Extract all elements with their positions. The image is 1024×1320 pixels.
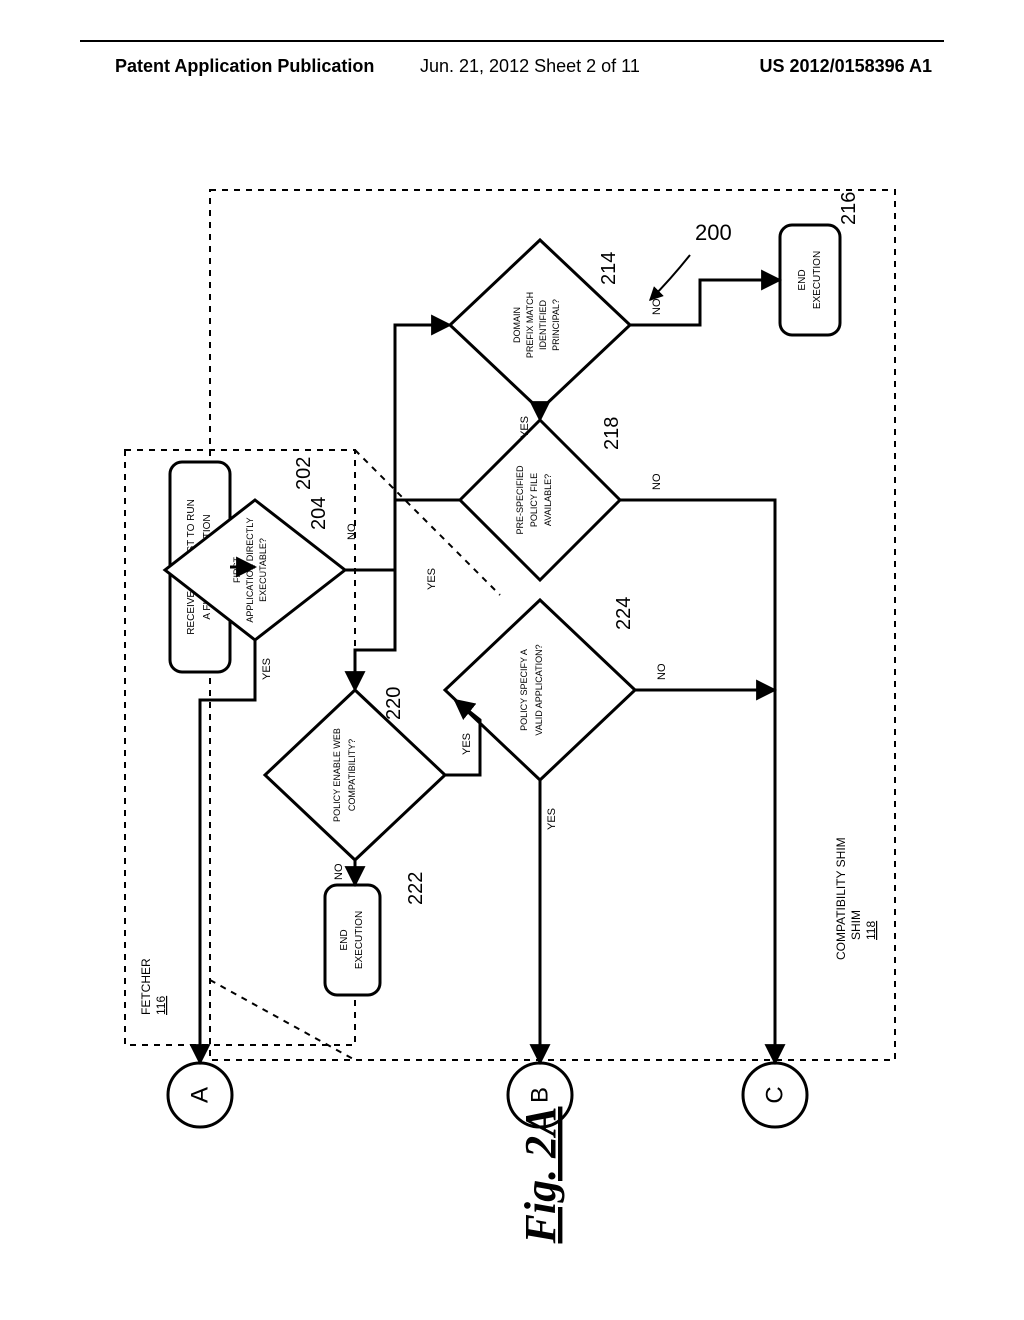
connector-B-label: B	[527, 1087, 554, 1103]
node-220-ref: 220	[383, 687, 405, 720]
node-216-ref: 216	[838, 192, 860, 225]
node-214-ref: 214	[598, 252, 620, 285]
node-204-l3: EXECUTABLE?	[258, 538, 268, 602]
fetcher-label: FETCHER	[139, 958, 153, 1015]
edge-224-B-label: YES	[546, 808, 558, 830]
edge-214-216-label: NO	[651, 298, 663, 315]
node-220: POLICY ENABLE WEB COMPATIBILITY? 220	[265, 687, 445, 860]
node-204-l1: FIRST	[232, 556, 242, 583]
node-216: END EXECUTION 216	[780, 192, 860, 335]
figure-title: Fig. 2A	[516, 1107, 565, 1245]
node-202-ref: 202	[293, 457, 315, 490]
edge-220-224-label: YES	[461, 733, 473, 755]
node-218-ref: 218	[601, 417, 623, 450]
node-214-l1: DOMAIN	[512, 307, 522, 343]
node-222-l2: EXECUTION	[354, 911, 365, 969]
edge-218-C-label: NO	[651, 473, 663, 490]
node-204-ref: 204	[308, 497, 330, 530]
edge-220-222-label: NO	[333, 863, 345, 880]
node-218-l2: POLICY FILE	[529, 473, 539, 527]
node-214: DOMAIN PREFIX MATCH IDENTIFIED PRINCIPAL…	[450, 240, 630, 410]
edge-218-220	[355, 500, 460, 690]
compat-ref: 118	[864, 921, 878, 940]
edge-224-C-label: NO	[656, 663, 668, 680]
node-224-l1: POLICY SPECIFY A	[519, 649, 529, 731]
node-220-l2: COMPATIBILITY?	[347, 739, 357, 811]
node-224-l2: VALID APPLICATION?	[534, 644, 544, 735]
connector-C: C	[743, 1063, 807, 1127]
node-214-l3: IDENTIFIED	[538, 300, 548, 351]
connector-C-label: C	[762, 1086, 789, 1103]
node-222: END EXECUTION 222	[325, 872, 427, 995]
compat-label: COMPATIBILITY SHIM	[834, 837, 848, 960]
edge-218-C	[620, 500, 775, 1063]
edge-214-218-label: YES	[519, 416, 531, 438]
edge-218-220-label: YES	[426, 568, 438, 590]
ref-200: 200	[695, 220, 732, 245]
figure-svg: 200 RECEIVE REQUEST TO RUN A FIRST APPLI…	[0, 0, 1024, 1320]
node-216-l2: EXECUTION	[812, 251, 823, 309]
edge-204-A-label: YES	[261, 658, 273, 680]
edge-204-214-label: NO	[346, 523, 358, 540]
node-218: PRE-SPECIFIED POLICY FILE AVAILABLE? 218	[460, 417, 623, 580]
node-220-l1: POLICY ENABLE WEB	[332, 728, 342, 822]
ref-200-pointer	[650, 255, 690, 300]
node-204-l2: APPLICATION DIRECTLY	[245, 517, 255, 622]
node-214-l4: PRINCIPAL?	[551, 299, 561, 351]
node-222-ref: 222	[405, 872, 427, 905]
node-222-l1: END	[339, 929, 350, 950]
node-224: POLICY SPECIFY A VALID APPLICATION? 224	[445, 597, 635, 780]
node-224-ref: 224	[613, 597, 635, 630]
node-216-l1: END	[797, 269, 808, 290]
connector-A: A	[168, 1063, 232, 1127]
edge-204-214	[345, 325, 450, 570]
page: Patent Application Publication Jun. 21, …	[0, 0, 1024, 1320]
node-218-l1: PRE-SPECIFIED	[515, 465, 525, 535]
fetcher-ref: 116	[154, 996, 168, 1015]
node-214-l2: PREFIX MATCH	[525, 292, 535, 358]
connector-A-label: A	[187, 1087, 214, 1103]
node-218-l3: AVAILABLE?	[543, 474, 553, 526]
compat-label2: SHIM	[849, 910, 863, 940]
